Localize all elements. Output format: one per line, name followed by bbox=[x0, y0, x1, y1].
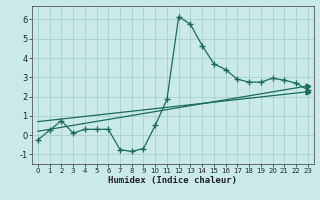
X-axis label: Humidex (Indice chaleur): Humidex (Indice chaleur) bbox=[108, 176, 237, 185]
